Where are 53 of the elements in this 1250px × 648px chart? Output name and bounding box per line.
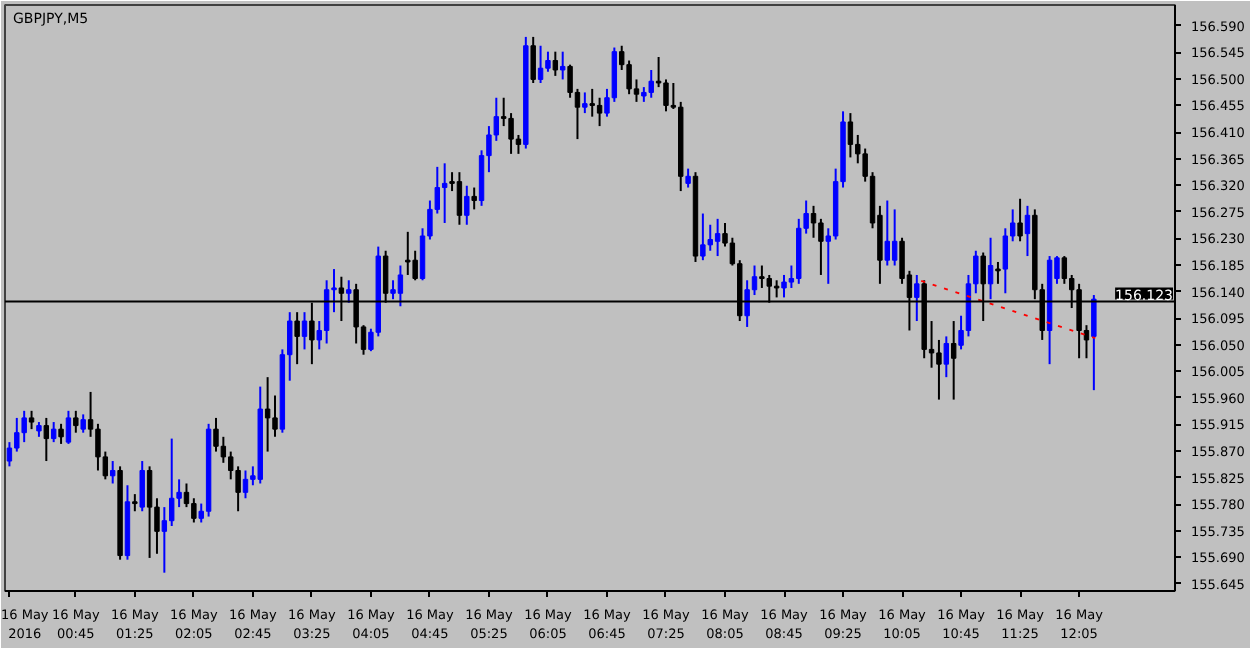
candlestick xyxy=(242,469,249,500)
candlestick xyxy=(191,497,197,524)
candlestick xyxy=(50,421,57,444)
candlestick xyxy=(744,279,750,328)
candlestick xyxy=(464,184,470,226)
candlestick xyxy=(139,460,145,513)
candlestick xyxy=(648,68,654,99)
candlestick xyxy=(552,50,559,77)
candlestick xyxy=(346,279,352,304)
candlestick xyxy=(987,236,994,301)
candlestick xyxy=(847,112,854,159)
candlestick xyxy=(559,50,566,81)
candlestick xyxy=(589,87,595,118)
candlestick xyxy=(685,167,691,189)
candlestick xyxy=(995,260,1001,285)
candlestick xyxy=(471,186,477,211)
candlestick xyxy=(441,162,448,224)
candlestick xyxy=(161,506,168,574)
candlestick xyxy=(1091,294,1097,392)
candlestick xyxy=(530,35,536,84)
candlestick xyxy=(810,204,817,239)
candlestick xyxy=(1024,204,1031,258)
candlestick xyxy=(264,376,271,453)
candlestick xyxy=(390,279,396,301)
candlestick xyxy=(943,335,950,379)
candlestick xyxy=(73,409,79,434)
candlestick xyxy=(914,273,920,323)
candlestick xyxy=(1002,227,1009,295)
candlestick xyxy=(28,409,35,431)
candlestick xyxy=(1017,197,1023,243)
candlestick xyxy=(884,199,891,267)
candlestick xyxy=(596,96,603,128)
candlestick xyxy=(781,273,787,299)
candlestick xyxy=(43,416,50,463)
candlestick xyxy=(405,230,411,276)
candlestick xyxy=(109,460,116,485)
candlestick xyxy=(700,212,706,262)
candlestick xyxy=(294,311,300,366)
candlestick xyxy=(80,413,86,434)
candlestick xyxy=(1061,255,1068,285)
candlestick xyxy=(456,171,463,226)
candlestick xyxy=(301,311,308,351)
candlestick xyxy=(891,208,898,267)
candlestick xyxy=(537,44,544,84)
candlestick xyxy=(169,437,175,528)
candlestick xyxy=(146,465,153,559)
candlestick xyxy=(950,320,957,401)
candlestick xyxy=(58,422,64,445)
candlestick xyxy=(714,217,721,258)
candlestick xyxy=(65,409,72,445)
candlestick xyxy=(582,91,588,115)
candlestick xyxy=(21,409,27,444)
candlestick xyxy=(397,264,404,308)
